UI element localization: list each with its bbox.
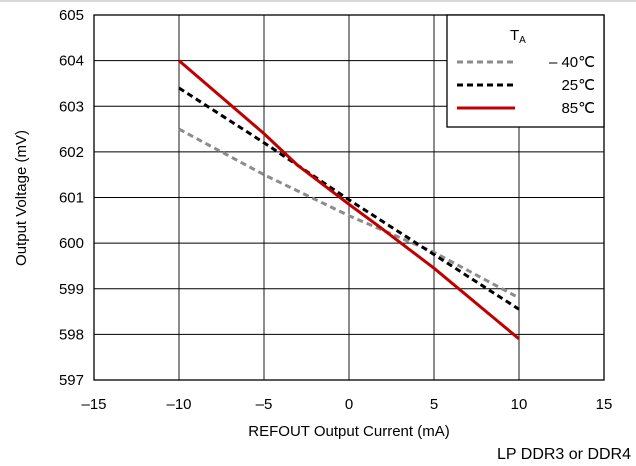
series-line [178, 86, 520, 311]
legend-label: 85℃ [561, 100, 595, 117]
plot-frame [93, 14, 605, 381]
legend: TA – 40℃ 25℃ 85℃ [446, 14, 605, 128]
x-tick-label: 10 [511, 396, 528, 413]
series-layer [178, 59, 520, 341]
legend-label: 25℃ [561, 77, 595, 94]
x-tick-label: 5 [430, 396, 438, 413]
legend-title: TA [510, 27, 526, 46]
y-tick-label: 601 [59, 190, 84, 207]
y-tick-label: 605 [59, 7, 84, 24]
y-tick-label: 604 [59, 53, 84, 70]
legend-title-sub: A [519, 35, 526, 46]
legend-label: – 40℃ [549, 54, 595, 71]
x-tick-label: 15 [596, 396, 613, 413]
series-line [178, 59, 520, 341]
y-tick-label: 597 [59, 372, 84, 389]
x-tick-label: –10 [166, 396, 191, 413]
footnote: LP DDR3 or DDR4 [497, 446, 631, 463]
y-tick-label: 599 [59, 281, 84, 298]
x-tick-label: –5 [256, 396, 273, 413]
y-tick-label: 603 [59, 98, 84, 115]
grid [94, 15, 604, 380]
x-tick-label: –15 [81, 396, 106, 413]
x-tick-labels: –15 –10 –5 0 5 10 15 [81, 396, 612, 413]
y-tick-label: 602 [59, 144, 84, 161]
y-tick-label: 600 [59, 235, 84, 252]
y-tick-labels: 597 598 599 600 601 602 603 604 605 [59, 7, 84, 389]
series-line [178, 127, 520, 300]
x-axis-title: REFOUT Output Current (mA) [248, 423, 449, 440]
legend-title-main: T [510, 27, 519, 44]
y-tick-label: 598 [59, 326, 84, 343]
y-axis-title: Output Voltage (mV) [13, 130, 30, 266]
x-tick-label: 0 [345, 396, 353, 413]
